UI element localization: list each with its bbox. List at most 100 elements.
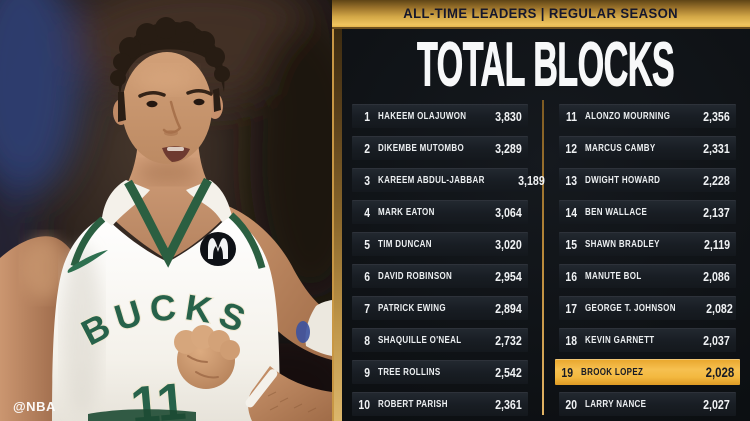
title-bar: TOTAL BLOCKS (342, 29, 750, 99)
blocks-value: 2,037 (703, 332, 731, 348)
blocks-value: 2,356 (703, 108, 731, 124)
rank: 17 (565, 300, 577, 316)
player-name: BEN WALLACE (585, 206, 648, 218)
leaderboard-column-right: 11 ALONZO MOURNING 2,356 12 MARCUS CAMBY 2,3… (555, 104, 740, 416)
table-row: 7 PATRICK EWING 2,894 (352, 296, 528, 320)
elbow-sleeve (305, 300, 332, 356)
blocks-value: 3,189 (518, 172, 546, 188)
column-divider (542, 100, 544, 415)
player-name: SHAQUILLE O'NEAL (378, 334, 462, 346)
table-row: 20 LARRY NANCE 2,027 (559, 392, 736, 416)
blocks-value: 2,331 (703, 140, 731, 156)
page-title: TOTAL BLOCKS (417, 29, 675, 99)
shorts-waistband (88, 409, 196, 421)
table-row: 14 BEN WALLACE 2,137 (559, 200, 736, 224)
rank: 15 (565, 236, 577, 252)
player-name: MANUTE BOL (585, 270, 642, 282)
table-row: 9 TREE ROLLINS 2,542 (352, 360, 528, 384)
table-row-highlighted: 19 BROOK LOPEZ 2,028 (555, 359, 740, 385)
blocks-value: 2,027 (703, 396, 731, 412)
player-name: SHAWN BRADLEY (585, 238, 660, 250)
rank: 10 (358, 396, 370, 412)
rank: 3 (364, 172, 370, 188)
rank: 18 (565, 332, 577, 348)
blocks-value: 3,020 (495, 236, 523, 252)
table-row: 18 KEVIN GARNETT 2,037 (559, 328, 736, 352)
player-name: TIM DUNCAN (378, 238, 432, 250)
rank: 1 (364, 108, 370, 124)
player-name: DIKEMBE MUTOMBO (378, 142, 464, 154)
player-name: MARK EATON (378, 206, 435, 218)
player-name: HAKEEM OLAJUWON (378, 110, 467, 122)
rank: 7 (364, 300, 370, 316)
player-name: GEORGE T. JOHNSON (585, 302, 676, 314)
blocks-value: 2,028 (705, 364, 735, 380)
player-name: BROOK LOPEZ (581, 366, 644, 378)
blocks-value: 2,228 (703, 172, 731, 188)
table-row: 17 GEORGE T. JOHNSON 2,082 (559, 296, 736, 320)
blocks-value: 2,542 (495, 364, 523, 380)
player-name: ROBERT PARISH (378, 398, 448, 410)
curly-hair (110, 17, 230, 86)
table-row: 15 SHAWN BRADLEY 2,119 (559, 232, 736, 256)
blocks-value: 2,954 (495, 268, 523, 284)
player-name: DAVID ROBINSON (378, 270, 453, 282)
rank: 2 (364, 140, 370, 156)
motorola-logo-icon (200, 232, 236, 266)
table-row: 6 DAVID ROBINSON 2,954 (352, 264, 528, 288)
gold-divider-strip (332, 0, 342, 421)
rank: 13 (565, 172, 577, 188)
rank: 9 (364, 364, 370, 380)
rank: 20 (565, 396, 577, 412)
blocks-value: 2,119 (704, 236, 731, 252)
armhole-trim-left (70, 216, 106, 268)
deltoid-highlight (23, 236, 67, 300)
rank: 11 (566, 108, 577, 124)
neck-chest (104, 140, 232, 260)
rank: 4 (364, 204, 370, 220)
collar-trim (124, 177, 212, 268)
nba-watermark: @NBA (13, 399, 56, 414)
blocks-value: 2,137 (703, 204, 731, 220)
blocks-value: 3,830 (495, 108, 523, 124)
table-row: 4 MARK EATON 3,064 (352, 200, 528, 224)
rank: 8 (364, 332, 370, 348)
table-row: 13 DWIGHT HOWARD 2,228 (559, 168, 736, 192)
player-name: MARCUS CAMBY (585, 142, 656, 154)
banner-label: ALL-TIME LEADERS | REGULAR SEASON (403, 6, 679, 21)
chin-shadow (138, 160, 198, 184)
leaderboard-column-left: 1 HAKEEM OLAJUWON 3,830 2 DIKEMBE MUTOMBO 3,… (352, 104, 545, 416)
player-head (110, 17, 230, 164)
blocks-value: 2,361 (495, 396, 523, 412)
table-row: 5 TIM DUNCAN 3,020 (352, 232, 528, 256)
table-row: 11 ALONZO MOURNING 2,356 (559, 104, 736, 128)
player-name: LARRY NANCE (585, 398, 647, 410)
player-name: TREE ROLLINS (378, 366, 441, 378)
rank: 6 (364, 268, 370, 284)
table-row: 8 SHAQUILLE O'NEAL 2,732 (352, 328, 528, 352)
blocks-value: 2,732 (495, 332, 523, 348)
rank: 16 (565, 268, 577, 284)
rank: 14 (565, 204, 577, 220)
player-photo-illustration: BUCKS 11 (0, 0, 332, 421)
table-row: 10 ROBERT PARISH 2,361 (352, 392, 528, 416)
blocks-value: 3,289 (495, 140, 523, 156)
player-photo: BUCKS 11 (0, 0, 332, 421)
blocks-value: 2,082 (705, 300, 733, 316)
arm-hair-texture (267, 391, 317, 413)
player-name: KAREEM ABDUL-JABBAR (378, 174, 485, 186)
player-name: KEVIN GARNETT (585, 334, 655, 346)
table-row: 3 KAREEM ABDUL-JABBAR 3,189 (352, 168, 545, 192)
table-row: 1 HAKEEM OLAJUWON 3,830 (352, 104, 528, 128)
blocks-value: 2,086 (703, 268, 731, 284)
blocks-value: 2,894 (495, 300, 523, 316)
rank: 5 (364, 236, 370, 252)
table-row: 2 DIKEMBE MUTOMBO 3,289 (352, 136, 528, 160)
banner: ALL-TIME LEADERS | REGULAR SEASON (332, 0, 750, 29)
wristband (245, 369, 278, 408)
player-name: ALONZO MOURNING (585, 110, 671, 122)
table-row: 16 MANUTE BOL 2,086 (559, 264, 736, 288)
nike-swoosh-icon (67, 250, 108, 273)
table-row: 12 MARCUS CAMBY 2,331 (559, 136, 736, 160)
background-detail (296, 321, 310, 343)
